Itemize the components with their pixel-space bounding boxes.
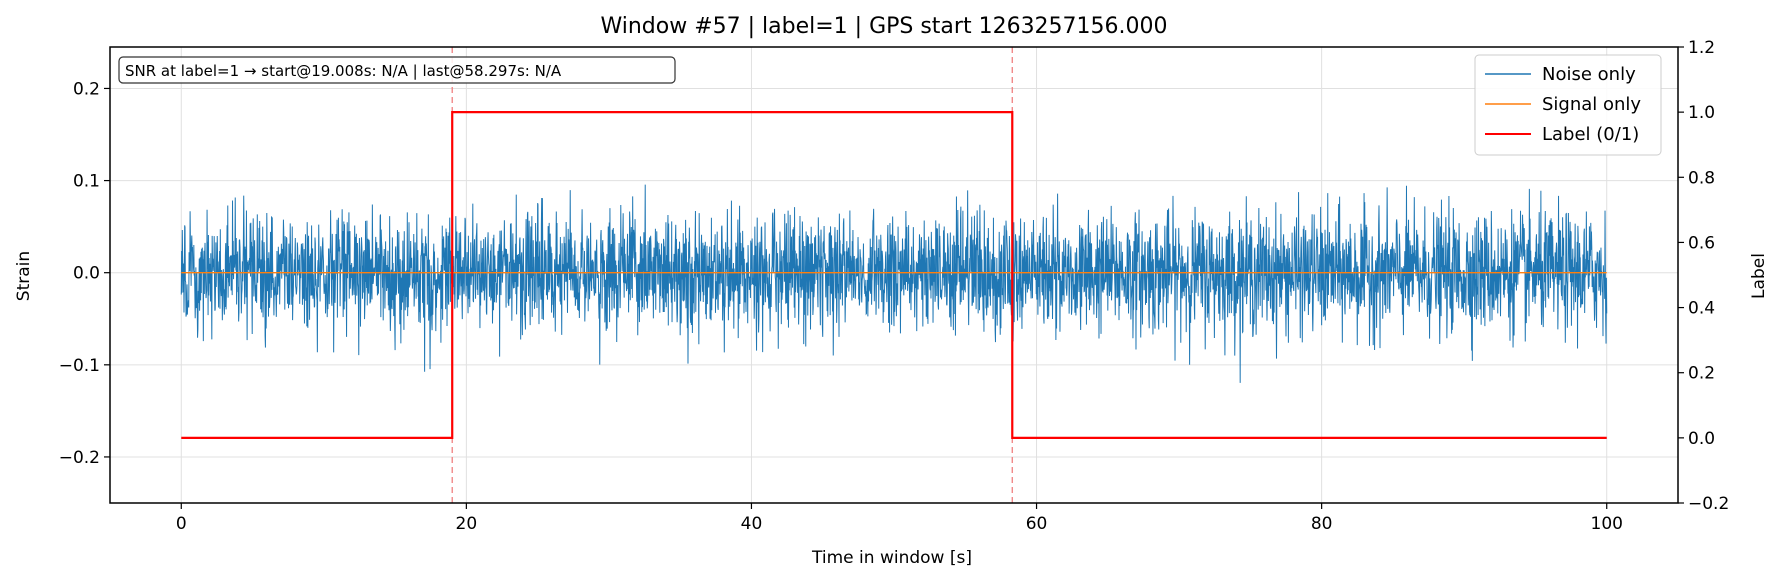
legend-label-noise: Noise only [1542, 64, 1636, 85]
x-tick-label-5: 100 [1591, 514, 1623, 534]
y2-axis-label: Label [1749, 253, 1769, 299]
x-tick-label-2: 40 [741, 514, 763, 534]
y-tick-label-1: −0.1 [59, 356, 100, 376]
y2-axis-ticks: −0.2 0.0 0.2 0.4 0.6 0.8 1.0 1.2 [1678, 38, 1729, 514]
label-step-line [181, 111, 1607, 439]
x-axis-label: Time in window [s] [811, 548, 972, 568]
y2-tick-label-6: 1.0 [1688, 103, 1715, 123]
y2-tick-label-7: 1.2 [1688, 38, 1715, 58]
plot-frame [109, 46, 1679, 504]
y-tick-label-0: −0.2 [59, 448, 100, 468]
x-tick-label-3: 60 [1026, 514, 1048, 534]
y2-tick-label-1: 0.0 [1688, 429, 1715, 449]
series-label [181, 111, 1607, 439]
legend-box [1474, 54, 1662, 156]
chart-title: Window #57 | label=1 | GPS start 1263257… [600, 14, 1167, 39]
y-tick-label-3: 0.1 [73, 172, 100, 192]
y2-tick-label-5: 0.8 [1688, 168, 1715, 188]
y-axis-label: Strain [14, 251, 34, 301]
y2-tick-label-0: −0.2 [1688, 494, 1729, 514]
y-tick-label-4: 0.2 [73, 79, 100, 99]
y-tick-label-2: 0.0 [73, 264, 100, 284]
legend: Noise only Signal only Label (0/1) [1474, 54, 1662, 156]
y-axis-ticks: −0.2 −0.1 0.0 0.1 0.2 [59, 79, 110, 468]
snr-annotation: SNR at label=1 → start@19.008s: N/A | la… [118, 56, 676, 84]
noise-line [180, 184, 1608, 383]
annotation-box [118, 56, 676, 84]
y2-tick-label-2: 0.2 [1688, 364, 1715, 384]
y2-tick-label-3: 0.4 [1688, 299, 1715, 319]
x-axis-ticks: 0 20 40 60 80 100 [176, 503, 1623, 534]
legend-label-label: Label (0/1) [1542, 124, 1639, 145]
legend-label-signal: Signal only [1542, 94, 1641, 115]
annotation-text: SNR at label=1 → start@19.008s: N/A | la… [125, 62, 562, 80]
x-tick-label-0: 0 [176, 514, 187, 534]
x-tick-label-1: 20 [456, 514, 478, 534]
y2-tick-label-4: 0.6 [1688, 233, 1715, 253]
series-noise-only [180, 184, 1608, 383]
x-tick-label-4: 80 [1311, 514, 1333, 534]
